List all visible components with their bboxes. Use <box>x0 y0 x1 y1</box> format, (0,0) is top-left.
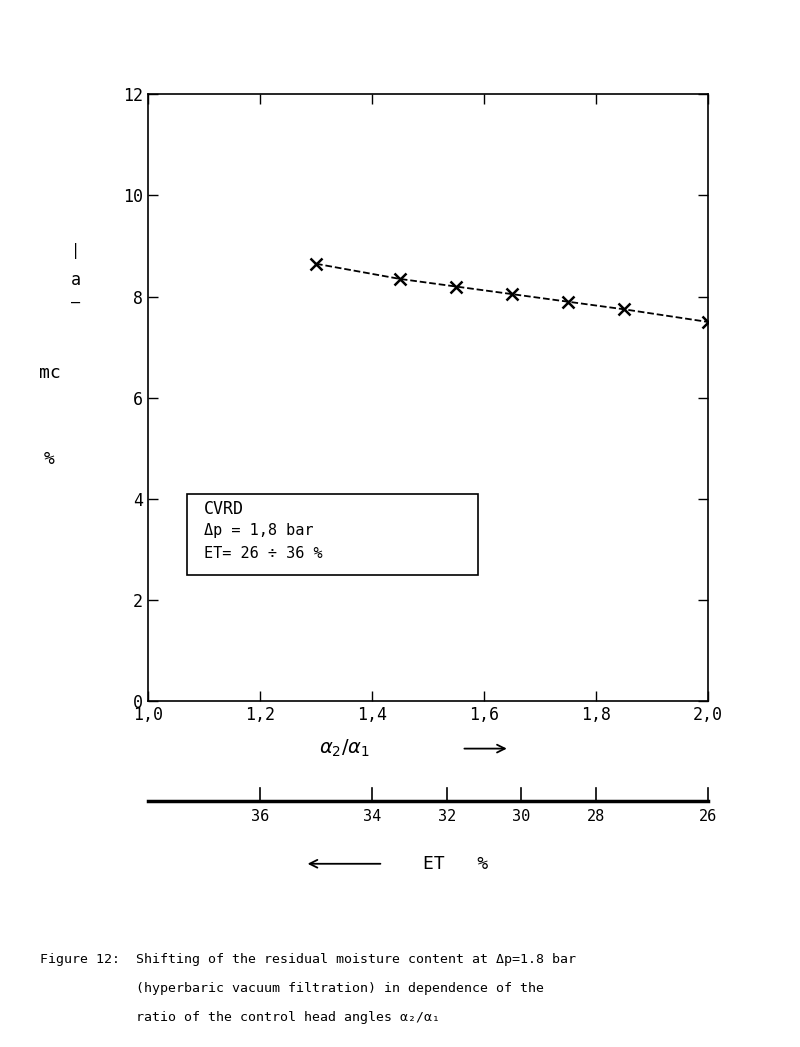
Text: CVRD: CVRD <box>204 500 244 518</box>
Text: 30: 30 <box>512 809 530 824</box>
Text: 28: 28 <box>587 809 605 824</box>
Bar <box>187 494 478 575</box>
Text: %: % <box>44 449 55 468</box>
Text: |: | <box>71 243 81 259</box>
Text: —: — <box>71 294 81 309</box>
Text: 26: 26 <box>699 809 717 824</box>
Text: a: a <box>71 271 81 289</box>
Text: 36: 36 <box>251 809 269 824</box>
Text: ET   %: ET % <box>423 854 489 873</box>
Text: $\alpha_2/\alpha_1$: $\alpha_2/\alpha_1$ <box>318 738 370 759</box>
Text: ratio of the control head angles α₂/α₁: ratio of the control head angles α₂/α₁ <box>40 1011 440 1024</box>
Text: 34: 34 <box>363 809 381 824</box>
Text: (hyperbaric vacuum filtration) in dependence of the: (hyperbaric vacuum filtration) in depend… <box>40 982 544 995</box>
Text: ET= 26 ÷ 36 %: ET= 26 ÷ 36 % <box>204 547 322 561</box>
Text: Δp = 1,8 bar: Δp = 1,8 bar <box>204 524 314 538</box>
Text: 32: 32 <box>438 809 456 824</box>
Text: Figure 12:  Shifting of the residual moisture content at Δp=1.8 bar: Figure 12: Shifting of the residual mois… <box>40 953 576 965</box>
Text: mc: mc <box>38 363 61 381</box>
